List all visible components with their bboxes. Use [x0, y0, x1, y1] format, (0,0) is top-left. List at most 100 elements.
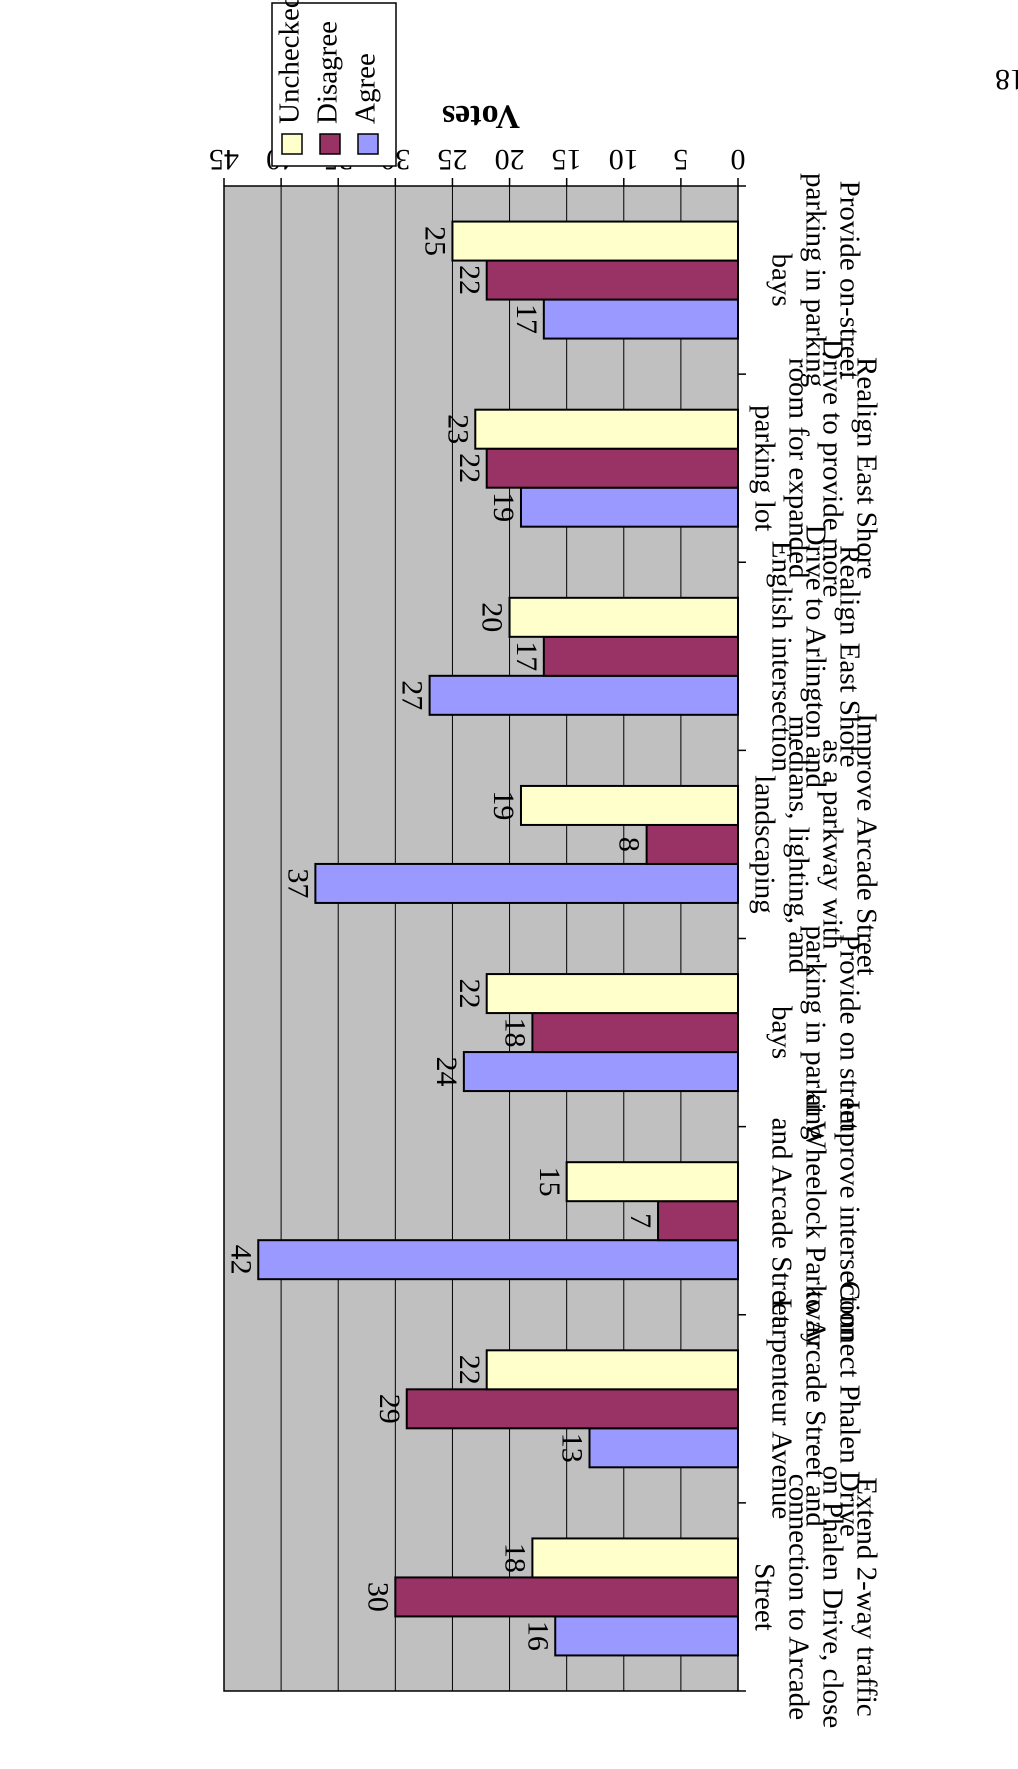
category-label-line: at Wheelock Parkway — [799, 1094, 831, 1348]
category-label-line: on Phalen Drive, close — [816, 1466, 848, 1729]
data-label: 22 — [453, 265, 486, 295]
bar-unchecked — [519, 784, 739, 826]
category-label-line: Provide on street — [833, 934, 865, 1131]
bar-unchecked — [531, 1537, 739, 1579]
data-label: 15 — [533, 1167, 566, 1197]
category-label-line: to Arcade Street and — [799, 1291, 831, 1527]
labels: 051015202530354045Votes163018Extend 2-wa… — [209, 98, 882, 1728]
bar-disagree — [657, 1200, 739, 1242]
category-label-line: bays — [765, 253, 797, 306]
axis-title: Votes — [442, 98, 520, 135]
category-label-line: medians, lighting, and — [782, 716, 814, 974]
bar-agree — [462, 1051, 739, 1093]
bar-unchecked — [485, 1349, 739, 1391]
data-label: 23 — [441, 414, 474, 444]
category-label-line: Connect Phalen Drive — [833, 1281, 865, 1537]
bar-unchecked — [565, 1161, 739, 1203]
data-label: 18 — [499, 1543, 532, 1573]
category-label-line: and Arcade Street — [765, 1118, 797, 1324]
x-tick-label: 45 — [209, 143, 239, 176]
data-label: 13 — [556, 1433, 589, 1463]
page-number: 18 — [995, 63, 1018, 96]
legend-swatch — [319, 133, 341, 155]
data-label: 8 — [613, 837, 646, 852]
bar-unchecked — [508, 596, 739, 638]
bar-agree — [588, 1427, 739, 1469]
data-label: 42 — [224, 1245, 257, 1275]
x-tick-label: 5 — [673, 143, 688, 176]
data-label: 17 — [510, 304, 543, 334]
category-label-line: connection to Arcade — [782, 1474, 814, 1720]
x-tick-label: 15 — [552, 143, 582, 176]
category-label-line: landscaping — [748, 775, 780, 914]
category-label-line: Realign East Shore — [850, 357, 882, 579]
category-label-line: Extend 2-way traffic — [850, 1477, 882, 1716]
data-label: 24 — [430, 1057, 463, 1087]
bar-unchecked — [451, 220, 739, 262]
data-label: 16 — [521, 1621, 554, 1651]
data-label: 18 — [499, 1018, 532, 1048]
bar-unchecked — [474, 408, 739, 450]
bar-agree — [554, 1615, 739, 1657]
category-label-line: Drive to Arlington and — [799, 525, 831, 789]
data-label: 29 — [373, 1394, 406, 1424]
data-label: 37 — [281, 868, 314, 898]
data-label: 22 — [453, 453, 486, 483]
category-label-line: Larpenteur Avenue — [765, 1298, 797, 1519]
data-label: 17 — [510, 641, 543, 671]
category-label-line: as a parkway with — [816, 739, 848, 950]
category-label-line: Improve intersection — [833, 1100, 865, 1341]
x-tick-label: 20 — [495, 143, 525, 176]
bar-agree — [257, 1239, 739, 1281]
data-label: 20 — [476, 602, 509, 632]
category-label-line: bays — [765, 1006, 797, 1059]
bar-disagree — [394, 1576, 739, 1618]
category-label-line: room for expanded — [782, 358, 814, 579]
category-label-line: Street — [748, 1563, 780, 1631]
bar-disagree — [531, 1012, 739, 1054]
category-label-line: Improve Arcade Street — [850, 713, 882, 976]
x-tick-label: 25 — [437, 143, 467, 176]
bar-disagree — [645, 823, 739, 865]
category-label-line: Realign East Shore — [833, 545, 865, 767]
bar-unchecked — [485, 973, 739, 1015]
legend-label: Agree — [350, 53, 382, 124]
data-label: 7 — [624, 1213, 657, 1228]
x-tick-label: 10 — [609, 143, 639, 176]
category-label-line: Drive to provide more — [816, 339, 848, 598]
x-tick-label: 0 — [731, 143, 746, 176]
legend-swatch — [281, 133, 303, 155]
data-label: 25 — [419, 226, 452, 256]
data-label: 27 — [396, 680, 429, 710]
bar-agree — [314, 862, 739, 904]
bar-disagree — [485, 447, 739, 489]
category-label-line: parking in parking — [799, 925, 831, 1139]
category-label-line: English intersection — [765, 541, 797, 773]
bar-disagree — [405, 1388, 739, 1430]
bar-disagree — [542, 635, 739, 677]
data-label: 19 — [487, 492, 520, 522]
bar-agree — [519, 486, 739, 528]
data-label: 22 — [453, 979, 486, 1009]
bar-agree — [428, 674, 739, 716]
category-label-line: parking lot — [748, 405, 780, 531]
legend-swatch — [357, 133, 379, 155]
category-label-line: parking in parking — [799, 173, 831, 387]
bar-disagree — [485, 259, 739, 301]
plot-area — [223, 178, 746, 1692]
data-label: 22 — [453, 1355, 486, 1385]
legend-label: Disagree — [312, 21, 344, 124]
category-label-line: Provide on-street — [833, 181, 865, 380]
data-label: 30 — [361, 1582, 394, 1612]
bar-agree — [542, 298, 739, 340]
